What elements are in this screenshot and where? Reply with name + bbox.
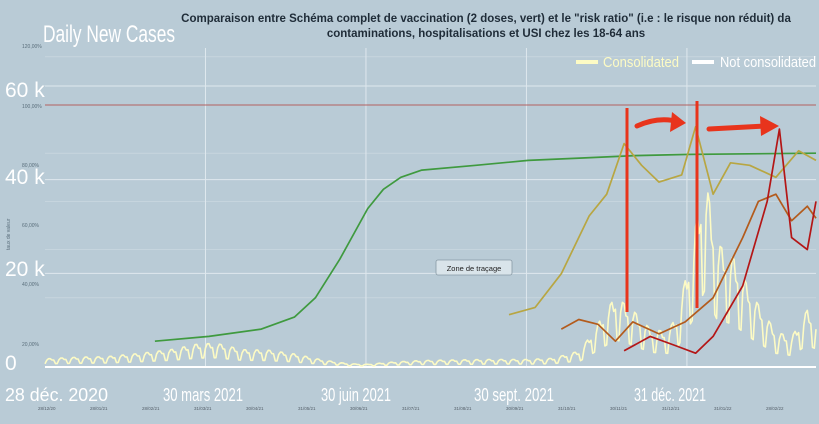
x-tick-label: 28 déc. 2020: [5, 385, 108, 405]
pct-tick-label: 40,00%: [22, 282, 40, 288]
overlay-title-line-2: contaminations, hospitalisations et USI …: [327, 28, 645, 40]
y-tick-label: 40 k: [5, 166, 45, 189]
annotation-arrow-shaft: [706, 123, 769, 132]
series-layer: [44, 125, 817, 367]
date-tick-label: 31/01/22: [714, 406, 732, 411]
pct-tick-label: 100,00%: [22, 104, 42, 110]
date-tick-label: 31/03/21: [194, 406, 212, 411]
plot-area-label: Zone de traçage: [447, 264, 502, 273]
overlay-title-line-1: Comparaison entre Schéma complet de vacc…: [181, 13, 791, 25]
date-tick-label: 31/12/21: [662, 406, 680, 411]
date-tick-label: 28/12/20: [38, 406, 56, 411]
pct-tick-label: 60,00%: [22, 223, 40, 229]
plot-area-tooltip: [435, 259, 513, 276]
date-tick-label: 31/05/21: [298, 406, 316, 411]
date-tick-label: 28/01/21: [90, 406, 108, 411]
x-tick-label: 31 déc. 2021: [634, 385, 706, 405]
date-tick-row: 28/12/20 28/01/21 28/02/21 31/03/21 30/04/21…: [38, 406, 784, 411]
legend-swatch-consolidated: [576, 60, 598, 64]
legend-label-consolidated: Consolidated: [603, 54, 679, 71]
series-line-consolidated: [44, 192, 817, 367]
series-line-risk-icu: [623, 128, 817, 355]
date-tick-label: 30/11/21: [610, 406, 628, 411]
date-tick-label: 30/09/21: [506, 406, 524, 411]
date-tick-label: 31/10/21: [558, 406, 576, 411]
series-line-risk-contaminations: [508, 125, 817, 316]
pct-axis-label: taux de valeur: [6, 218, 12, 250]
date-tick-label: 30/04/21: [246, 406, 264, 411]
pct-tick-label: 20,00%: [22, 342, 40, 348]
y-tick-label: 60 k: [5, 79, 45, 102]
x-tick-label: 30 sept. 2021: [474, 385, 554, 405]
background-chart-title: Daily New Cases: [43, 21, 175, 48]
annotations-layer: [625, 101, 779, 312]
annotation-arrow-head: [670, 112, 686, 132]
legend-label-not-consolidated: Not consolidated: [720, 54, 816, 71]
gridlines: [45, 48, 816, 368]
date-tick-label: 30/06/21: [350, 406, 368, 411]
annotation-arrow-head: [760, 116, 779, 136]
y-tick-label: 0: [5, 352, 17, 375]
pct-tick-label: 120,00%: [22, 44, 42, 50]
x-tick-label: 30 mars 2021: [163, 385, 243, 405]
pct-tick-label: 80,00%: [22, 163, 40, 169]
legend-swatch-not-consolidated: [692, 60, 714, 64]
series-line-vaccination: [154, 152, 817, 343]
y-tick-label: 20 k: [5, 258, 45, 281]
date-tick-label: 28/02/21: [142, 406, 160, 411]
date-tick-label: 31/08/21: [454, 406, 472, 411]
x-tick-label: 30 juin 2021: [321, 385, 391, 405]
date-tick-label: 31/07/21: [402, 406, 420, 411]
date-tick-label: 28/02/22: [766, 406, 784, 411]
